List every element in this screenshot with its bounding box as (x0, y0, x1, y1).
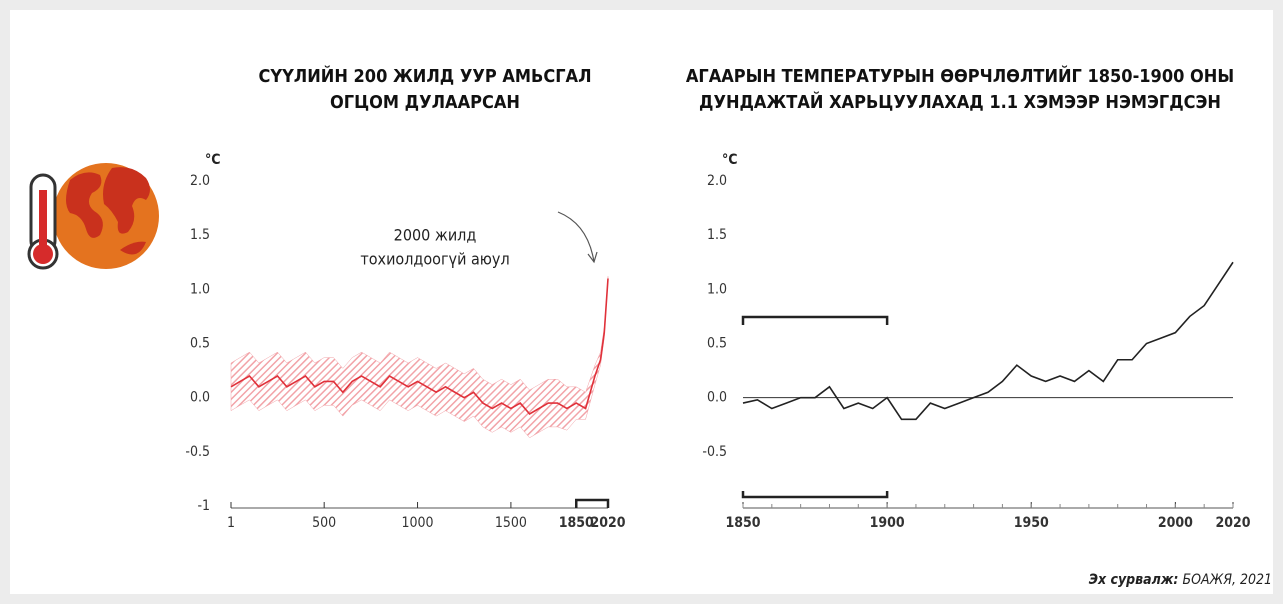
source-text: БОАЖЯ, 2021 (1182, 572, 1272, 588)
y-tick-label: 1.0 (707, 281, 727, 297)
y-tick-label: 2.0 (190, 173, 210, 189)
temperature-line (742, 261, 1234, 421)
thermometer-globe-icon (27, 163, 159, 270)
chart-title: ОГЦОМ ДУЛААРСАН (330, 92, 520, 113)
reference-bracket (741, 491, 889, 499)
y-tick-label: 1.5 (707, 227, 727, 243)
y-axis-label: °C (205, 152, 221, 168)
y-tick-label: 2.0 (707, 173, 727, 189)
y-tick-label: 0.5 (707, 336, 727, 352)
chart-title: СҮҮЛИЙН 200 ЖИЛД УУР АМЬСГАЛ (258, 65, 591, 87)
chart-title: ДУНДАЖТАЙ ХАРЬЦУУЛАХАД 1.1 ХЭМЭЭР НЭМЭГД… (699, 91, 1221, 113)
annotation-arrow-head (587, 251, 598, 264)
x-tick-label: 1850 (559, 515, 594, 531)
x-tick-label: 1950 (1014, 515, 1049, 531)
y-tick-label: 1.0 (190, 281, 210, 297)
panel (10, 10, 1273, 594)
y-tick-label: 0.5 (190, 336, 210, 352)
x-tick-label: 2000 (1158, 515, 1193, 531)
x-tick-label: 2020 (1215, 515, 1250, 531)
y-tick-label: 0.0 (707, 390, 727, 406)
annotation-arrow (557, 211, 595, 263)
y-tick-label: 0.0 (190, 390, 210, 406)
y-tick-label: -0.5 (702, 444, 727, 460)
x-tick-label: 500 (312, 515, 336, 531)
x-tick-label: 1900 (870, 515, 905, 531)
temperature-line (230, 278, 609, 415)
x-tick-label: 2020 (590, 515, 625, 531)
highlight-bracket (575, 498, 610, 508)
y-tick-label: -1 (197, 498, 210, 514)
x-tick-label: 1500 (495, 515, 527, 531)
y-tick-label: 1.5 (190, 227, 210, 243)
annotation: тохиолдоогүй аюул (360, 250, 509, 269)
source: Эх сурвалж: БОАЖЯ, 2021 (1089, 572, 1272, 588)
annotation: 2000 жилд (394, 226, 477, 245)
y-axis-label: °C (722, 152, 738, 168)
chart-title: АГААРЫН ТЕМПЕРАТУРЫН ӨӨРЧЛӨЛТИЙГ 1850-19… (686, 65, 1234, 87)
y-tick-label: -0.5 (185, 444, 210, 460)
x-tick-label: 1 (227, 515, 235, 531)
x-tick-label: 1000 (402, 515, 434, 531)
reference-bracket (741, 315, 889, 325)
source-label: Эх сурвалж: (1089, 572, 1179, 588)
x-tick-label: 1850 (725, 515, 760, 531)
